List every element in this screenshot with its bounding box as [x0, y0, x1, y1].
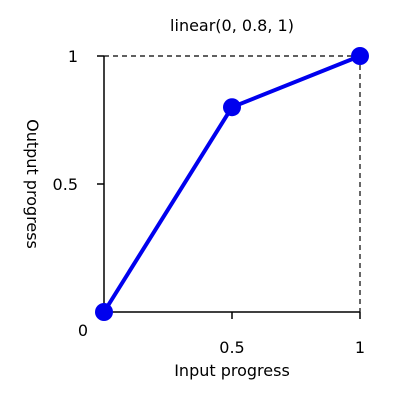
x-axis-label: Input progress	[174, 361, 290, 380]
ticks: 0.5 1 0.5 1	[53, 47, 366, 357]
series-line-0	[102, 54, 362, 314]
x-tick-label-0: 0.5	[219, 338, 244, 357]
chart-title: linear(0, 0.8, 1)	[170, 16, 294, 35]
guide-lines	[104, 55, 361, 312]
y-tick-label-0: 0.5	[53, 175, 78, 194]
x-tick-label-1: 1	[355, 338, 365, 357]
axes	[103, 56, 360, 313]
series	[95, 47, 369, 321]
data-point-2	[351, 47, 369, 65]
data-point-1	[223, 98, 241, 117]
y-axis-label: Output progress	[23, 119, 42, 249]
data-point-0	[95, 303, 113, 321]
origin-label: 0	[78, 321, 88, 340]
y-tick-label-1: 1	[68, 47, 78, 66]
